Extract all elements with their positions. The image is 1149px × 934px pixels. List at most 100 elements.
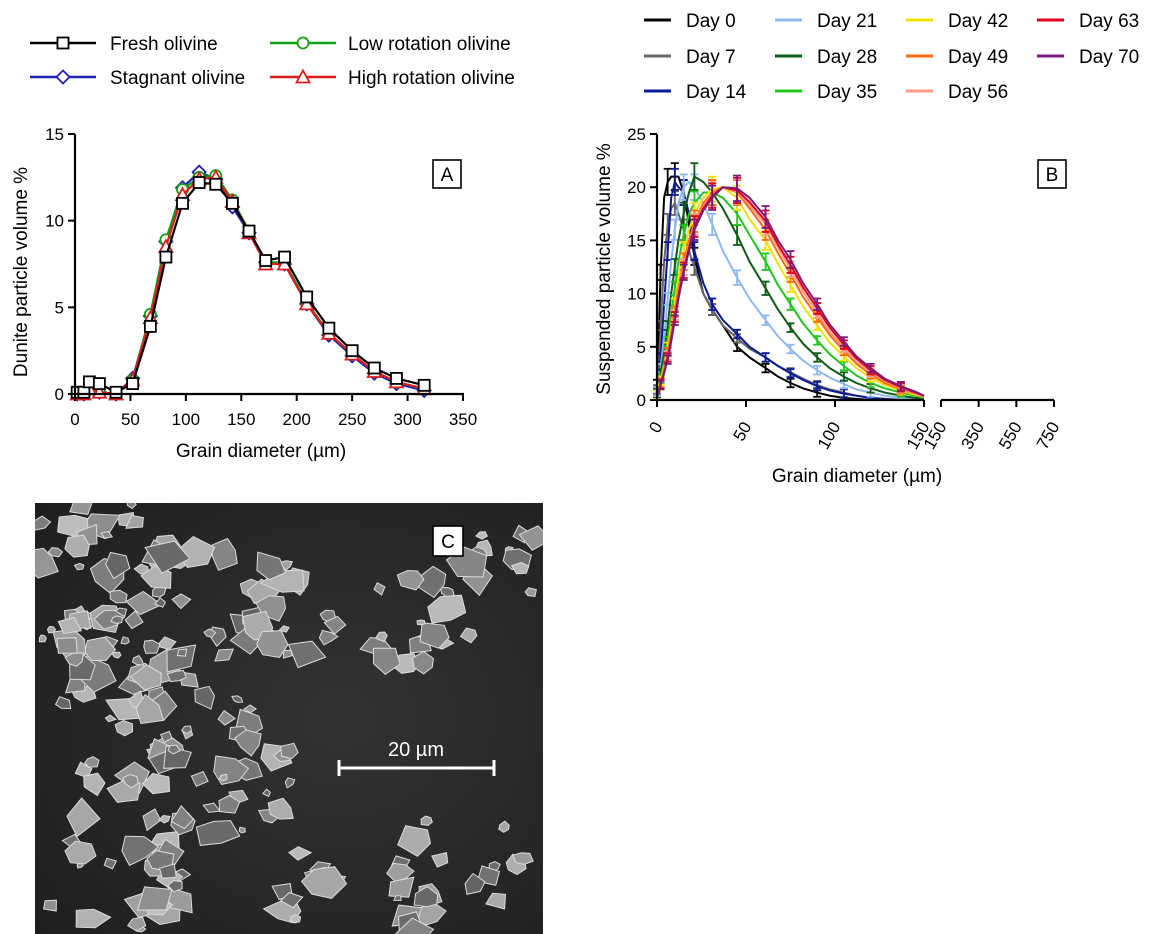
- panel-a-label-box: [432, 159, 462, 189]
- data-point-fresh-olivine: [259, 254, 273, 267]
- sem-particle: [64, 534, 90, 558]
- legend-marker-stagnant-olivine: [55, 69, 71, 85]
- sem-particle: [166, 644, 197, 673]
- panel-b-x-tick-label: 50: [730, 419, 756, 445]
- legend-label-day-28: Day 28: [817, 47, 877, 68]
- sem-particle: [211, 537, 238, 571]
- legend-marker-high-rotation-olivine: [294, 68, 312, 84]
- sem-particle: [104, 714, 118, 723]
- panel-b-y-axis-title: Suspended particle volume %: [594, 143, 615, 394]
- panel-a-x-axis-title: Grain diameter (µm): [176, 441, 346, 462]
- legend-label-day-42: Day 42: [948, 11, 1008, 32]
- sem-particle: [256, 630, 289, 659]
- sem-particle: [318, 629, 339, 646]
- sem-particle: [238, 826, 246, 834]
- panel-b-x-axis-title: Grain diameter (µm): [772, 466, 942, 487]
- legend-label-low-rotation-olivine: Low rotation olivine: [348, 34, 511, 55]
- sem-particle: [131, 654, 145, 666]
- sem-particle: [100, 530, 114, 539]
- sem-particle: [109, 589, 128, 604]
- sem-particle: [279, 892, 304, 909]
- sem-particle: [135, 693, 165, 725]
- legend-label-day-7: Day 7: [686, 47, 736, 68]
- sem-particle: [54, 696, 72, 710]
- sem-particle: [155, 636, 177, 651]
- sem-particle: [459, 627, 478, 644]
- panel-b-x-break-tick-label: 750: [1033, 419, 1064, 453]
- sem-particle: [510, 561, 530, 575]
- sem-particle: [290, 914, 302, 924]
- sem-particle: [124, 610, 144, 630]
- legend-label-day-21: Day 21: [817, 11, 877, 32]
- sem-particle: [280, 742, 299, 760]
- panel-a-y-tick-label: 15: [45, 125, 64, 144]
- sem-particle: [141, 772, 171, 795]
- sem-particle: [431, 851, 449, 868]
- sem-particle: [418, 565, 447, 599]
- legend-label-day-70: Day 70: [1079, 47, 1139, 68]
- sem-particle: [122, 773, 139, 789]
- sem-particle: [35, 547, 59, 579]
- sem-particle: [93, 609, 126, 630]
- sem-particle: [125, 590, 163, 616]
- sem-particle: [83, 772, 106, 797]
- sem-particle: [485, 892, 507, 910]
- data-point-fresh-olivine: [322, 321, 336, 335]
- panel-a-series-group: [69, 164, 433, 402]
- sem-particle: [105, 551, 131, 580]
- sem-particle: [144, 540, 191, 574]
- sem-particle: [180, 725, 192, 734]
- sem-particle: [396, 569, 425, 591]
- panel-b-y-tick-label: 20: [627, 178, 646, 197]
- sem-particle: [288, 846, 313, 861]
- data-point-fresh-olivine: [345, 344, 359, 358]
- legend-panel-a: Fresh olivine Low rotation olivine Stagnan…: [30, 34, 515, 89]
- sem-particle: [159, 730, 173, 743]
- data-point-fresh-olivine: [390, 371, 403, 385]
- sem-particle: [218, 794, 241, 814]
- sem-particle: [111, 651, 122, 659]
- sem-particle: [170, 804, 195, 830]
- sem-particle: [64, 652, 85, 667]
- sem-particle: [158, 863, 177, 879]
- sem-particle: [125, 514, 144, 529]
- sem-particle: [412, 650, 434, 675]
- sem-particle: [498, 820, 510, 833]
- panel-b-x-tick-label: 100: [814, 419, 845, 453]
- sem-particle: [231, 695, 244, 703]
- series-line-fresh-olivine: [77, 181, 425, 394]
- data-point-fresh-olivine: [159, 250, 173, 264]
- sem-particle: [413, 885, 439, 908]
- sem-particle: [120, 636, 130, 645]
- sem-particle: [171, 593, 192, 610]
- scale-bar-label: 20 µm: [388, 739, 444, 761]
- panel-a-label: A: [441, 165, 454, 186]
- sem-particle: [464, 872, 486, 895]
- sem-particle: [234, 729, 262, 757]
- sem-particle: [394, 917, 435, 934]
- sem-particle: [419, 622, 450, 649]
- panel-c-label-box: [432, 525, 464, 557]
- sem-particle: [512, 852, 534, 865]
- sem-particle: [47, 547, 64, 558]
- sem-particle: [242, 704, 257, 714]
- sem-particle: [84, 756, 100, 768]
- sem-particle: [284, 777, 296, 789]
- panel-a-y-tick-label: 10: [45, 212, 64, 231]
- sem-particle: [110, 615, 123, 624]
- panel-c-label: C: [441, 532, 455, 553]
- panel-a-x-tick-label: 50: [121, 410, 140, 429]
- sem-particle: [129, 664, 162, 691]
- data-point-fresh-olivine: [278, 250, 291, 264]
- series-line-low-rotation-olivine: [77, 174, 425, 396]
- sem-particle: [166, 669, 187, 683]
- panel-b-y-tick-label: 10: [627, 285, 646, 304]
- sem-particle: [218, 773, 228, 782]
- sem-particle: [203, 628, 217, 638]
- sem-particle: [73, 562, 85, 571]
- chart-panel-a: 0 50 100 150 200 250 300 350 0 5 10 15 Grain diamete…: [11, 125, 477, 462]
- panel-a-x-tick-label: 300: [393, 410, 421, 429]
- sem-particle: [287, 640, 327, 669]
